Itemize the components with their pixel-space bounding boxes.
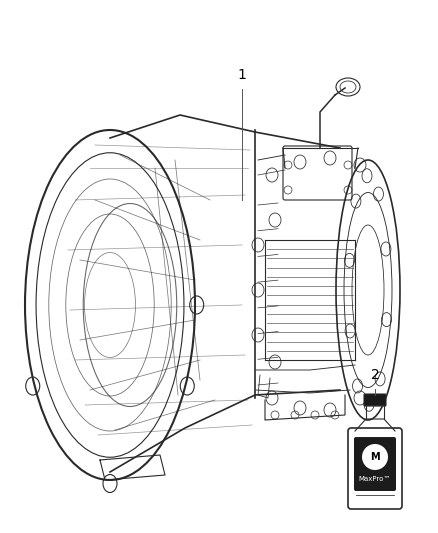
- FancyBboxPatch shape: [354, 437, 396, 491]
- Text: M: M: [370, 452, 380, 462]
- FancyBboxPatch shape: [364, 394, 386, 406]
- Text: 2: 2: [371, 368, 379, 382]
- Text: 1: 1: [237, 68, 247, 82]
- Ellipse shape: [362, 444, 388, 470]
- Text: MaxPro™: MaxPro™: [359, 476, 391, 482]
